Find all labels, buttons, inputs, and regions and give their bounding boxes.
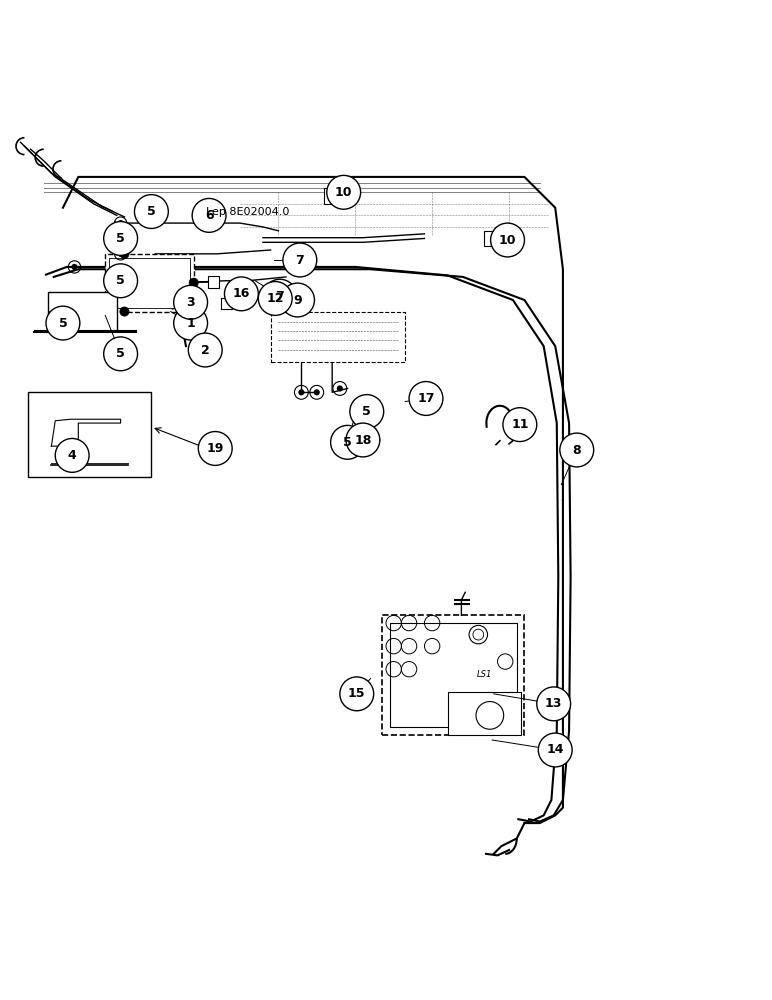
Circle shape <box>189 278 198 287</box>
Circle shape <box>337 385 343 392</box>
Circle shape <box>280 283 314 317</box>
Circle shape <box>491 223 524 257</box>
Text: 5: 5 <box>344 436 352 449</box>
Circle shape <box>71 264 77 270</box>
Circle shape <box>366 398 372 405</box>
Circle shape <box>120 307 129 316</box>
Circle shape <box>192 198 226 232</box>
Text: 18: 18 <box>354 434 371 447</box>
Circle shape <box>263 279 296 313</box>
Circle shape <box>537 687 571 721</box>
Circle shape <box>560 433 594 467</box>
Text: 5: 5 <box>117 232 125 245</box>
FancyBboxPatch shape <box>382 615 524 735</box>
Text: 5: 5 <box>147 205 156 218</box>
Text: 17: 17 <box>417 392 435 405</box>
Bar <box>208 276 219 288</box>
Bar <box>109 258 190 308</box>
Bar <box>271 312 405 362</box>
Circle shape <box>198 432 232 465</box>
Text: 1: 1 <box>186 317 195 330</box>
Circle shape <box>117 220 124 226</box>
Bar <box>29 392 151 477</box>
Text: 13: 13 <box>545 697 562 710</box>
Bar <box>221 298 232 309</box>
Text: 4: 4 <box>68 449 76 462</box>
Bar <box>105 254 194 312</box>
Circle shape <box>225 277 259 311</box>
Circle shape <box>174 285 208 319</box>
Circle shape <box>327 175 361 209</box>
Text: 5: 5 <box>362 405 371 418</box>
Circle shape <box>350 395 384 428</box>
Text: 7: 7 <box>296 254 304 267</box>
Text: 5: 5 <box>117 347 125 360</box>
Circle shape <box>259 282 292 315</box>
Circle shape <box>409 382 443 415</box>
Circle shape <box>538 733 572 767</box>
Circle shape <box>354 405 360 411</box>
Circle shape <box>134 195 168 228</box>
Circle shape <box>117 251 124 257</box>
Circle shape <box>103 264 137 298</box>
Text: 19: 19 <box>207 442 224 455</box>
Text: 2: 2 <box>201 344 210 357</box>
Bar <box>448 692 520 735</box>
Circle shape <box>298 389 304 395</box>
Text: LS1: LS1 <box>477 670 493 679</box>
Text: 14: 14 <box>547 743 564 756</box>
Circle shape <box>188 333 222 367</box>
Text: Lep 8E02004.0: Lep 8E02004.0 <box>206 207 290 217</box>
Text: 6: 6 <box>205 209 213 222</box>
Text: 16: 16 <box>232 287 250 300</box>
Text: 7: 7 <box>276 290 284 303</box>
Circle shape <box>120 249 129 258</box>
Circle shape <box>174 306 208 340</box>
Circle shape <box>346 423 380 457</box>
Text: 5: 5 <box>117 274 125 287</box>
Text: 5: 5 <box>59 317 67 330</box>
Circle shape <box>283 243 317 277</box>
Text: 10: 10 <box>499 234 516 247</box>
Circle shape <box>503 408 537 442</box>
Text: 3: 3 <box>186 296 195 309</box>
Text: 12: 12 <box>266 292 284 305</box>
Circle shape <box>56 438 89 472</box>
Bar <box>324 188 343 204</box>
Circle shape <box>330 425 364 459</box>
Circle shape <box>313 389 320 395</box>
Bar <box>485 231 503 246</box>
Text: 8: 8 <box>573 444 581 457</box>
Circle shape <box>103 337 137 371</box>
Text: 11: 11 <box>511 418 529 431</box>
Bar <box>390 623 516 727</box>
Text: 10: 10 <box>335 186 353 199</box>
Text: 15: 15 <box>348 687 365 700</box>
Circle shape <box>46 306 80 340</box>
FancyBboxPatch shape <box>48 292 117 331</box>
Text: 9: 9 <box>293 294 302 307</box>
Circle shape <box>103 222 137 255</box>
Circle shape <box>340 677 374 711</box>
